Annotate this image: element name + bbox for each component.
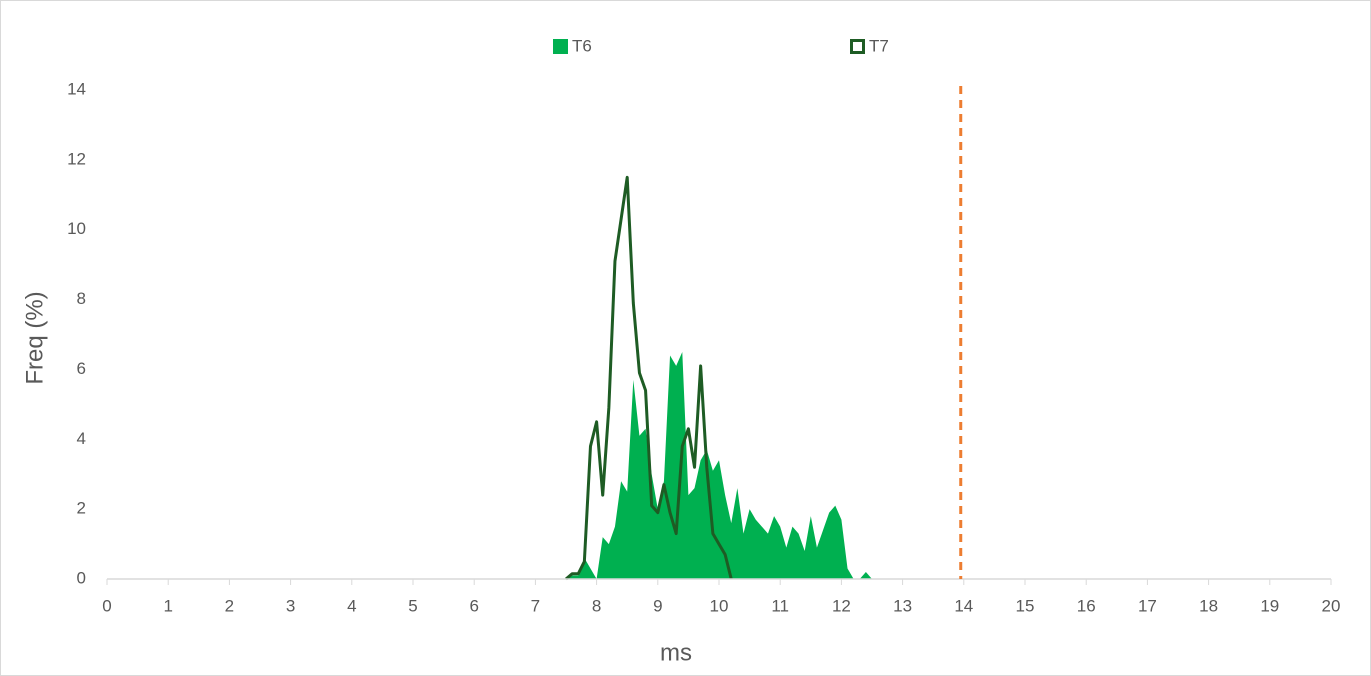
y-tick-label: 12 [67,149,86,168]
legend-label: T7 [869,36,889,55]
legend-swatch [850,39,865,54]
x-tick-label: 1 [163,596,172,615]
y-tick-label: 0 [77,568,86,587]
x-tick-label: 15 [1016,596,1035,615]
x-tick-label: 7 [531,596,540,615]
x-tick-label: 3 [286,596,295,615]
x-axis-title: ms [660,639,692,666]
y-tick-label: 10 [67,219,86,238]
x-tick-label: 17 [1138,596,1157,615]
x-tick-label: 11 [771,596,789,615]
x-tick-label: 5 [408,596,417,615]
legend-label: T6 [572,36,592,55]
y-tick-label: 4 [77,429,86,448]
legend-swatch [553,39,568,54]
area [566,351,872,579]
x-tick-label: 16 [1077,596,1096,615]
y-tick-label: 8 [77,289,86,308]
x-tick-label: 8 [592,596,601,615]
x-tick-label: 6 [469,596,478,615]
x-tick-label: 14 [954,596,973,615]
x-tick-label: 12 [832,596,851,615]
x-tick-label: 9 [653,596,662,615]
x-tick-label: 4 [347,596,356,615]
y-tick-label: 2 [77,499,86,518]
y-axis-title: Freq (%) [21,291,48,384]
x-tick-label: 18 [1199,596,1218,615]
x-tick-label: 10 [710,596,729,615]
y-tick-label: 14 [67,79,86,98]
x-tick-label: 0 [102,596,111,615]
line [565,175,733,581]
y-tick-label: 6 [77,359,86,378]
x-tick-label: 19 [1260,596,1279,615]
x-tick-label: 20 [1322,596,1341,615]
x-tick-label: 2 [225,596,234,615]
x-tick-label: 13 [893,596,912,615]
